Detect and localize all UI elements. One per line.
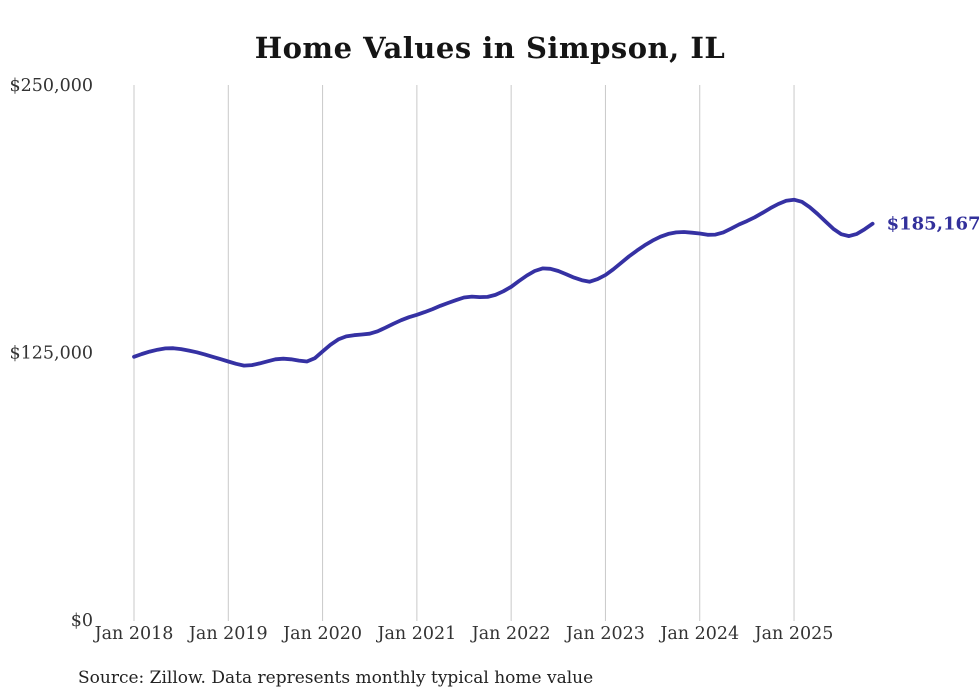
y-axis-tick-label: $125,000 — [9, 344, 93, 364]
x-axis-tick-label: Jan 2024 — [658, 624, 739, 644]
line-chart-plot: Jan 2018 Jan 2019 Jan 2020 Jan 2021 Jan 2022… — [9, 76, 980, 644]
chart-title: Home Values in Simpson, IL — [254, 31, 726, 65]
x-axis-tick-label: Jan 2022 — [470, 624, 551, 644]
x-axis-tick-label: Jan 2020 — [281, 624, 362, 644]
x-axis-tick-label: Jan 2023 — [564, 624, 645, 644]
x-axis-tick-label: Jan 2021 — [375, 624, 456, 644]
end-value-label: $185,167 — [887, 214, 980, 235]
y-axis-tick-label: $0 — [71, 611, 93, 631]
x-axis-tick-label: Jan 2025 — [753, 624, 834, 644]
home-value-line — [132, 197, 875, 368]
x-axis-tick-label: Jan 2019 — [187, 624, 268, 644]
y-axis-tick-label: $250,000 — [9, 76, 93, 96]
source-note: Source: Zillow. Data represents monthly … — [78, 668, 594, 688]
x-axis-tick-label: Jan 2018 — [93, 624, 174, 644]
